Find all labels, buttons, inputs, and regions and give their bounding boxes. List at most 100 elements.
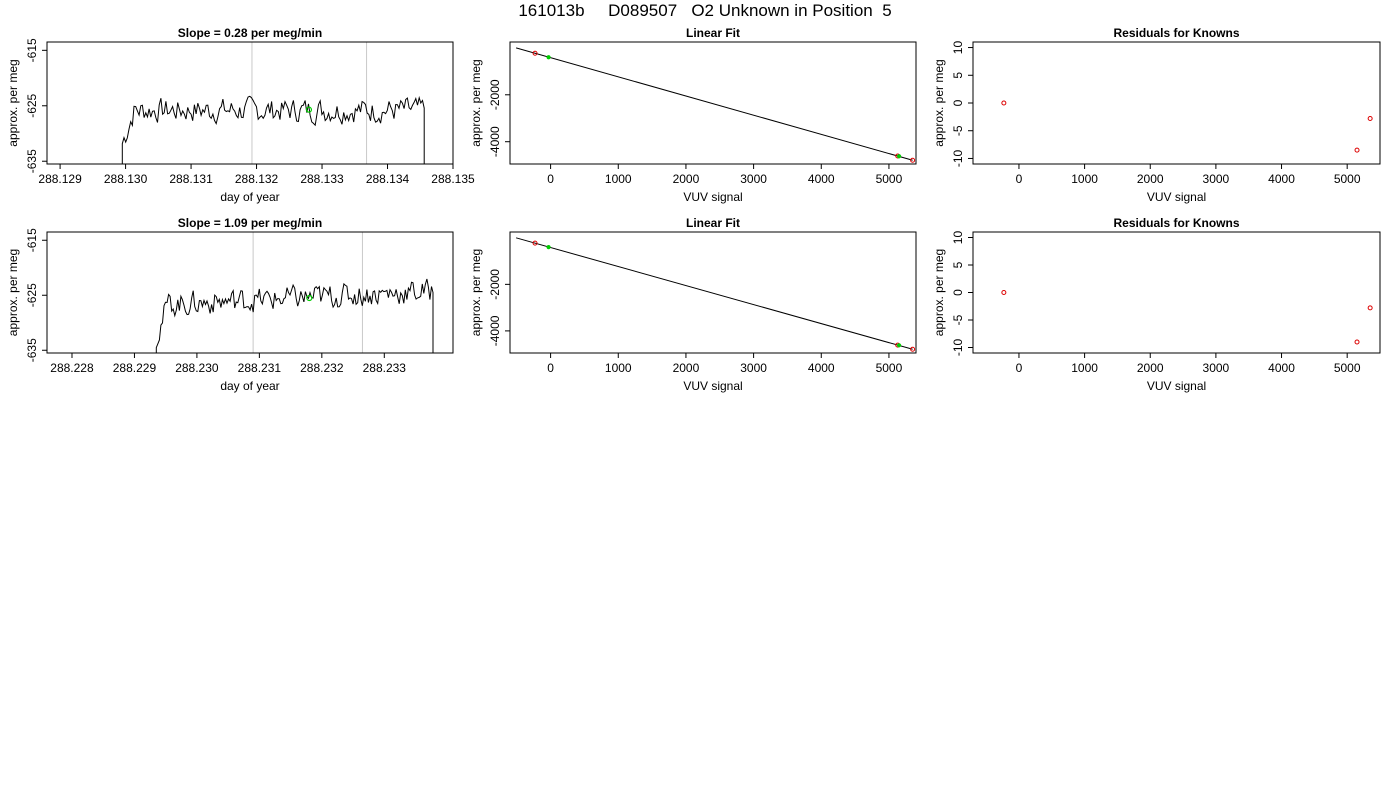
chart-title: Linear Fit bbox=[686, 216, 740, 230]
x-tick-label: 5000 bbox=[876, 172, 903, 186]
unknown-point bbox=[896, 154, 902, 159]
known-point bbox=[910, 346, 916, 352]
unknown-point bbox=[546, 55, 551, 60]
x-tick-label: 288.135 bbox=[431, 172, 475, 186]
x-tick-label: 4000 bbox=[808, 361, 835, 375]
chart-title: Linear Fit bbox=[686, 26, 740, 40]
plot-area bbox=[515, 237, 916, 352]
residual-point bbox=[1367, 305, 1373, 311]
y-tick-label: -10 bbox=[951, 339, 965, 357]
plot-area bbox=[515, 47, 916, 163]
y-tick-label: 0 bbox=[951, 99, 965, 106]
plot-area bbox=[121, 42, 425, 164]
x-axis-label: day of year bbox=[220, 379, 279, 393]
x-tick-label: 5000 bbox=[1334, 361, 1361, 375]
x-tick-label: 288.231 bbox=[238, 361, 282, 375]
y-tick-label: 5 bbox=[951, 72, 965, 79]
plot-frame bbox=[46, 231, 454, 354]
chart-title: Slope = 0.28 per meg/min bbox=[178, 26, 322, 40]
y-tick-label: -5 bbox=[951, 314, 965, 325]
x-tick-label: 0 bbox=[1016, 172, 1023, 186]
green-marker bbox=[305, 106, 313, 113]
x-tick-label: 1000 bbox=[1071, 172, 1098, 186]
plot-frame bbox=[972, 41, 1381, 165]
known-point bbox=[532, 50, 538, 56]
x-tick-label: 2000 bbox=[1137, 361, 1164, 375]
x-axis-label: VUV signal bbox=[683, 190, 742, 204]
known-point bbox=[910, 157, 916, 163]
x-tick-label: 4000 bbox=[1268, 361, 1295, 375]
plot-area bbox=[155, 232, 434, 353]
x-tick-label: 288.133 bbox=[300, 172, 344, 186]
residual-point bbox=[1354, 147, 1360, 153]
page-title: 161013b D089507 O2 Unknown in Position 5 bbox=[518, 1, 892, 20]
known-point bbox=[532, 240, 538, 246]
x-tick-label: 288.230 bbox=[175, 361, 219, 375]
chart-title: Slope = 1.09 per meg/min bbox=[178, 216, 322, 230]
y-tick-label: -4000 bbox=[488, 126, 502, 157]
fit-line bbox=[515, 237, 913, 350]
y-axis-label: approx. per meg bbox=[469, 249, 483, 336]
y-tick-label: -2000 bbox=[488, 269, 502, 300]
y-tick-label: -615 bbox=[25, 228, 39, 252]
y-tick-label: -4000 bbox=[488, 315, 502, 346]
y-tick-label: 10 bbox=[951, 41, 965, 55]
y-tick-label: -635 bbox=[25, 149, 39, 173]
plot-area bbox=[1001, 100, 1373, 153]
y-axis-label: approx. per meg bbox=[469, 59, 483, 146]
chart-panel-3: Residuals for Knowns 0 1000 2000 3000 4000 500… bbox=[932, 26, 1381, 204]
y-axis-label: approx. per meg bbox=[6, 249, 20, 336]
x-tick-label: 5000 bbox=[1334, 172, 1361, 186]
x-axis-label: VUV signal bbox=[1147, 379, 1206, 393]
x-tick-label: 0 bbox=[547, 361, 554, 375]
green-marker bbox=[306, 294, 313, 302]
x-axis-label: day of year bbox=[220, 190, 279, 204]
x-tick-label: 3000 bbox=[1203, 361, 1230, 375]
y-tick-label: -625 bbox=[25, 283, 39, 307]
x-axis-label: VUV signal bbox=[1147, 190, 1206, 204]
y-tick-label: 5 bbox=[951, 261, 965, 268]
residual-point bbox=[1367, 116, 1373, 122]
x-axis-label: VUV signal bbox=[683, 379, 742, 393]
y-tick-label: 0 bbox=[951, 289, 965, 296]
y-tick-label: -10 bbox=[951, 149, 965, 167]
chart-panel-6: Residuals for Knowns 0 1000 2000 3000 4000 500… bbox=[932, 216, 1381, 393]
chart-title: Residuals for Knowns bbox=[1113, 26, 1239, 40]
x-tick-label: 4000 bbox=[1268, 172, 1295, 186]
plot-frame bbox=[509, 41, 917, 165]
chart-panel-2: Linear Fit 0 1000 2000 3000 4000 5000 -2000 -400… bbox=[469, 26, 917, 204]
y-axis-label: approx. per meg bbox=[932, 59, 946, 146]
plot-area bbox=[1001, 290, 1373, 345]
x-tick-label: 288.233 bbox=[363, 361, 407, 375]
x-tick-label: 288.228 bbox=[50, 361, 94, 375]
unknown-point bbox=[896, 343, 902, 348]
x-tick-label: 1000 bbox=[605, 361, 632, 375]
unknown-point bbox=[546, 245, 551, 250]
plot-frame bbox=[509, 231, 917, 354]
y-tick-label: -635 bbox=[25, 338, 39, 362]
y-tick-label: -625 bbox=[25, 93, 39, 117]
x-tick-label: 3000 bbox=[740, 361, 767, 375]
chart-panel-4: Slope = 1.09 per meg/min 288.228 288.229 28… bbox=[6, 216, 454, 393]
x-tick-label: 3000 bbox=[1203, 172, 1230, 186]
x-tick-label: 0 bbox=[547, 172, 554, 186]
chart-title: Residuals for Knowns bbox=[1113, 216, 1239, 230]
x-tick-label: 0 bbox=[1016, 361, 1023, 375]
chart-panel-1: Slope = 0.28 per meg/min 288.129 288.130 28… bbox=[6, 26, 475, 204]
x-tick-label: 288.232 bbox=[300, 361, 344, 375]
signal-trace bbox=[121, 95, 425, 164]
y-tick-label: -5 bbox=[951, 125, 965, 136]
x-tick-label: 2000 bbox=[673, 172, 700, 186]
x-tick-label: 4000 bbox=[808, 172, 835, 186]
y-tick-label: 10 bbox=[951, 231, 965, 245]
x-tick-label: 288.131 bbox=[169, 172, 213, 186]
residual-point bbox=[1354, 339, 1360, 345]
x-tick-label: 1000 bbox=[1071, 361, 1098, 375]
y-axis-label: approx. per meg bbox=[932, 249, 946, 336]
plot-frame bbox=[46, 41, 454, 165]
y-tick-label: -2000 bbox=[488, 79, 502, 110]
residual-point bbox=[1001, 100, 1007, 106]
x-tick-label: 2000 bbox=[673, 361, 700, 375]
x-tick-label: 288.134 bbox=[366, 172, 410, 186]
